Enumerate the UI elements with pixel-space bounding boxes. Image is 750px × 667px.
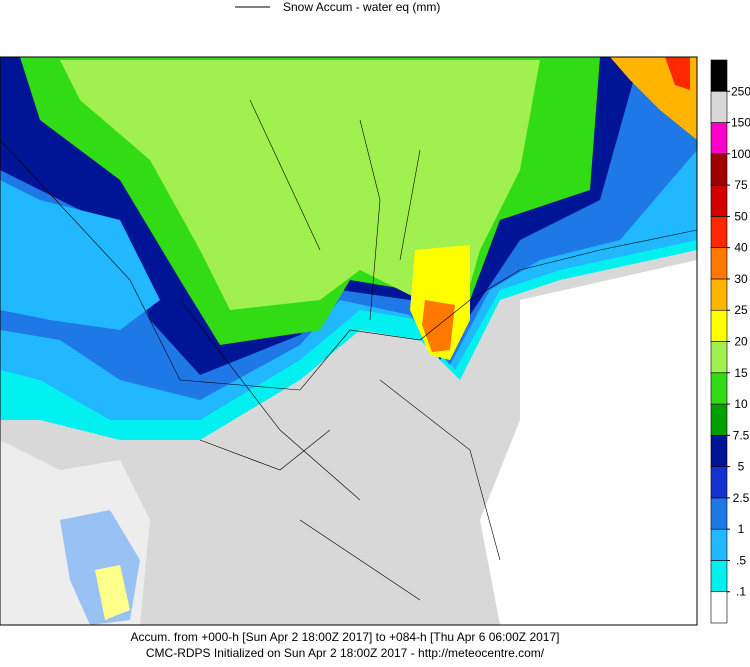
tick-label: 5	[738, 460, 745, 474]
tick-label: 25	[734, 303, 748, 317]
ocean	[480, 260, 697, 625]
tick-label: 150	[731, 116, 750, 130]
field	[0, 180, 160, 330]
tick-label: 10	[734, 397, 748, 411]
tick-label: 50	[734, 209, 748, 223]
color-box	[710, 497, 728, 530]
tick-label: 40	[734, 241, 748, 255]
color-box	[710, 59, 728, 92]
tick-label: 20	[734, 335, 748, 349]
tick-label: 75	[734, 178, 748, 192]
colorbar: .1 .5 1 2.5 5 7.5 10 15 20 25 30 40 50 75 100 150 250	[710, 59, 750, 624]
field	[422, 300, 455, 352]
color-box	[710, 216, 728, 248]
map	[0, 56, 698, 626]
tick-label: 1	[738, 522, 745, 536]
tick-label: 250	[731, 84, 750, 98]
tick-label: 2.5	[733, 491, 750, 505]
color-box	[710, 309, 728, 342]
map-frame	[0, 56, 698, 626]
color-box	[710, 90, 728, 123]
water	[0, 440, 150, 625]
color-box	[710, 184, 728, 217]
color-box	[710, 153, 728, 186]
color-box	[710, 247, 728, 280]
tick-label: .5	[736, 553, 746, 567]
color-box	[710, 560, 728, 593]
tick-label: 100	[731, 147, 750, 161]
tick-label: 7.5	[733, 428, 750, 442]
color-box	[710, 528, 728, 561]
color-box	[710, 466, 728, 499]
color-box	[710, 278, 728, 311]
tick-label: .1	[736, 585, 746, 599]
color-box	[710, 341, 728, 374]
color-box	[710, 122, 728, 155]
footer-line: Accum. from +000-h [Sun Apr 2 18:00Z 201…	[131, 630, 560, 644]
field	[665, 57, 690, 90]
tick-label: 15	[734, 366, 748, 380]
color-box	[710, 591, 728, 624]
footer-line: CMC-RDPS Initialized on Sun Apr 2 18:00Z…	[146, 646, 545, 660]
color-box	[710, 372, 728, 405]
tick-label: 30	[734, 272, 748, 286]
borders	[0, 99, 697, 601]
color-box	[710, 403, 728, 436]
legend-label: Snow Accum - water eq (mm)	[283, 0, 440, 14]
color-box	[710, 435, 728, 467]
